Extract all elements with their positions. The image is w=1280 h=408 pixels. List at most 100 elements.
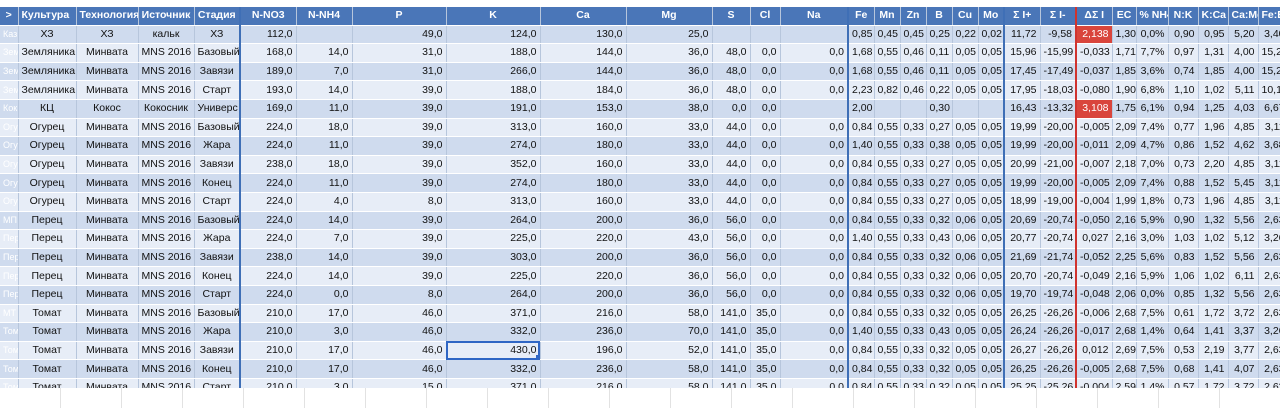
table-cell[interactable]: 44,0: [712, 173, 751, 193]
table-cell[interactable]: 7,7%: [1136, 43, 1169, 63]
table-cell[interactable]: 0,68: [1168, 359, 1199, 379]
table-cell[interactable]: 5,56: [1228, 285, 1259, 305]
table-cell[interactable]: Завязи: [194, 155, 241, 175]
table-cell[interactable]: 0,0: [750, 136, 781, 156]
table-cell[interactable]: 4,03: [1228, 99, 1259, 119]
table-cell[interactable]: -0,006: [1075, 304, 1113, 324]
table-cell[interactable]: 7,5%: [1136, 341, 1169, 361]
table-cell[interactable]: 1,96: [1198, 118, 1229, 138]
table-cell[interactable]: 0,0: [780, 155, 849, 175]
table-cell[interactable]: 2,06: [1112, 285, 1137, 305]
table-cell[interactable]: Перец: [18, 211, 77, 231]
table-cell[interactable]: -0,049: [1075, 266, 1113, 286]
table-cell[interactable]: 0,027: [1075, 229, 1113, 249]
column-header[interactable]: Cu: [952, 7, 979, 26]
table-cell[interactable]: -18,03: [1040, 80, 1077, 100]
table-cell[interactable]: 15,27: [1258, 62, 1280, 82]
table-cell[interactable]: 1,68: [847, 62, 875, 82]
table-cell[interactable]: 2,69: [1112, 341, 1137, 361]
table-cell[interactable]: 8,0: [352, 285, 447, 305]
table-cell[interactable]: 124,0: [446, 25, 541, 45]
table-cell[interactable]: 0,06: [952, 211, 979, 231]
table-cell[interactable]: 0,012: [1075, 341, 1113, 361]
table-cell[interactable]: 0,05: [978, 266, 1005, 286]
table-cell[interactable]: 196,0: [540, 341, 627, 361]
table-cell[interactable]: 33,0: [626, 192, 713, 212]
table-cell[interactable]: 35,0: [750, 304, 781, 324]
table-cell[interactable]: 266,0: [446, 62, 541, 82]
table-cell[interactable]: 26,25: [1003, 304, 1041, 324]
table-cell[interactable]: 18,0: [296, 118, 353, 138]
table-cell[interactable]: Минвата: [76, 192, 139, 212]
table-cell[interactable]: [874, 99, 901, 119]
table-cell[interactable]: 33,0: [626, 155, 713, 175]
table-cell[interactable]: 0,84: [847, 192, 875, 212]
table-cell[interactable]: 3,11: [1258, 155, 1280, 175]
table-cell[interactable]: 10,14: [1258, 80, 1280, 100]
table-cell[interactable]: 33,0: [626, 136, 713, 156]
table-cell[interactable]: 3,11: [1258, 192, 1280, 212]
table-cell[interactable]: 2,18: [1112, 155, 1137, 175]
table-cell[interactable]: 36,0: [626, 62, 713, 82]
table-cell[interactable]: 0,0: [750, 80, 781, 100]
table-cell[interactable]: 36,0: [626, 285, 713, 305]
table-cell[interactable]: 141,0: [712, 322, 751, 342]
table-cell[interactable]: 56,0: [712, 211, 751, 231]
table-cell[interactable]: 0,05: [952, 341, 979, 361]
column-header[interactable]: N-NO3: [239, 7, 297, 26]
table-cell[interactable]: 0,02: [978, 25, 1005, 45]
table-cell[interactable]: 0,0: [780, 248, 849, 268]
table-cell[interactable]: Базовый: [194, 304, 241, 324]
table-cell[interactable]: 0,27: [926, 192, 953, 212]
table-cell[interactable]: [712, 25, 751, 45]
table-cell[interactable]: -20,00: [1040, 173, 1077, 193]
table-cell[interactable]: 0,86: [1168, 136, 1199, 156]
table-cell[interactable]: Минвата: [76, 62, 139, 82]
table-cell[interactable]: 0,33: [900, 229, 927, 249]
table-cell[interactable]: -19,74: [1040, 285, 1077, 305]
table-cell[interactable]: 46,0: [352, 322, 447, 342]
table-cell[interactable]: 224,0: [239, 229, 297, 249]
table-cell[interactable]: 3,77: [1228, 341, 1259, 361]
table-cell[interactable]: 4,62: [1228, 136, 1259, 156]
table-cell[interactable]: Том: [0, 341, 19, 361]
column-header[interactable]: K:Ca: [1198, 7, 1229, 26]
table-cell[interactable]: 141,0: [712, 359, 751, 379]
table-cell[interactable]: 2,09: [1112, 173, 1137, 193]
table-cell[interactable]: 0,0: [750, 155, 781, 175]
table-cell[interactable]: 0,55: [874, 322, 901, 342]
table-cell[interactable]: 0,46: [900, 43, 927, 63]
table-cell[interactable]: 0,05: [978, 285, 1005, 305]
table-cell[interactable]: Жара: [194, 136, 241, 156]
table-cell[interactable]: 56,0: [712, 285, 751, 305]
column-header[interactable]: Mg: [626, 7, 713, 26]
table-cell[interactable]: 0,55: [874, 211, 901, 231]
table-cell[interactable]: 1,71: [1112, 43, 1137, 63]
table-cell[interactable]: 1,68: [847, 43, 875, 63]
table-cell[interactable]: 2,16: [1112, 266, 1137, 286]
column-header[interactable]: Σ I+: [1003, 7, 1041, 26]
table-cell[interactable]: 0,05: [978, 192, 1005, 212]
table-cell[interactable]: Пер: [0, 229, 19, 249]
table-cell[interactable]: 0,84: [847, 173, 875, 193]
table-cell[interactable]: 1,32: [1198, 285, 1229, 305]
column-header[interactable]: N-NH4: [296, 7, 353, 26]
table-cell[interactable]: Минвата: [76, 359, 139, 379]
table-cell[interactable]: 1,52: [1198, 136, 1229, 156]
table-cell[interactable]: 0,55: [874, 359, 901, 379]
table-cell[interactable]: 44,0: [712, 192, 751, 212]
table-cell[interactable]: Минвата: [76, 248, 139, 268]
table-cell[interactable]: 0,32: [926, 285, 953, 305]
table-cell[interactable]: Перец: [18, 229, 77, 249]
table-cell[interactable]: 3,68: [1258, 136, 1280, 156]
table-cell[interactable]: 2,20: [1198, 155, 1229, 175]
table-cell[interactable]: 3,26: [1258, 322, 1280, 342]
table-cell[interactable]: 210,0: [239, 341, 297, 361]
table-cell[interactable]: Завязи: [194, 248, 241, 268]
column-header[interactable]: Источник: [138, 7, 195, 26]
table-cell[interactable]: 0,45: [874, 25, 901, 45]
table-cell[interactable]: 4,07: [1228, 359, 1259, 379]
table-cell[interactable]: 274,0: [446, 173, 541, 193]
table-cell[interactable]: 0,0: [780, 322, 849, 342]
table-cell[interactable]: 0,55: [874, 62, 901, 82]
